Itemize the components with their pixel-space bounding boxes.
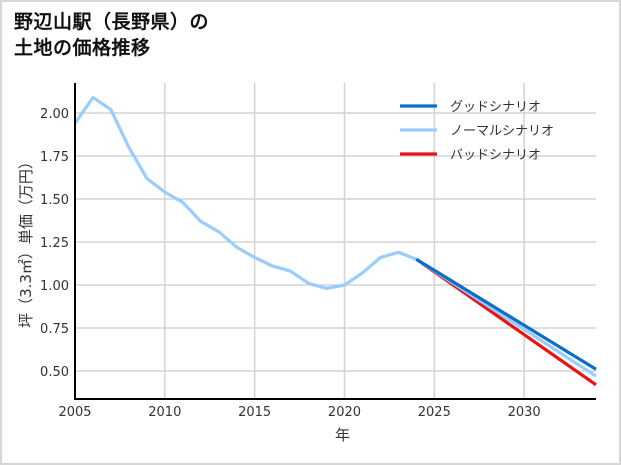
y-tick-label: 1.25 bbox=[40, 236, 69, 251]
series-line bbox=[73, 95, 597, 378]
y-tick-label: 1.00 bbox=[40, 279, 69, 294]
chart-title: 野辺山駅（長野県）の 土地の価格推移 bbox=[14, 11, 210, 59]
legend-label: ノーマルシナリオ bbox=[450, 124, 554, 139]
x-tick-label: 2015 bbox=[238, 405, 271, 420]
data-series bbox=[73, 95, 597, 387]
x-tick-label: 2005 bbox=[58, 405, 91, 420]
y-tick-label: 0.50 bbox=[40, 365, 69, 380]
axes bbox=[74, 83, 596, 400]
x-tick-label: 2030 bbox=[508, 405, 541, 420]
legend-label: グッドシナリオ bbox=[450, 100, 541, 115]
legend-label: バッドシナリオ bbox=[450, 148, 541, 163]
y-tick-label: 1.75 bbox=[40, 150, 69, 165]
tick-labels: 0.50 0.75 1.00 1.25 1.50 1.75 2.00 2005 2010 2015… bbox=[40, 107, 541, 420]
series-line bbox=[415, 257, 597, 371]
y-tick-label: 0.75 bbox=[40, 322, 69, 337]
x-tick-label: 2025 bbox=[418, 405, 451, 420]
y-tick-label: 2.00 bbox=[40, 107, 69, 122]
grid-lines bbox=[75, 83, 596, 399]
x-tick-label: 2020 bbox=[328, 405, 361, 420]
x-tick-label: 2010 bbox=[148, 405, 181, 420]
y-tick-label: 1.50 bbox=[40, 193, 69, 208]
x-axis-label: 年 bbox=[335, 426, 350, 444]
y-axis-label: 坪（3.3㎡）単価（万円） bbox=[17, 154, 35, 328]
